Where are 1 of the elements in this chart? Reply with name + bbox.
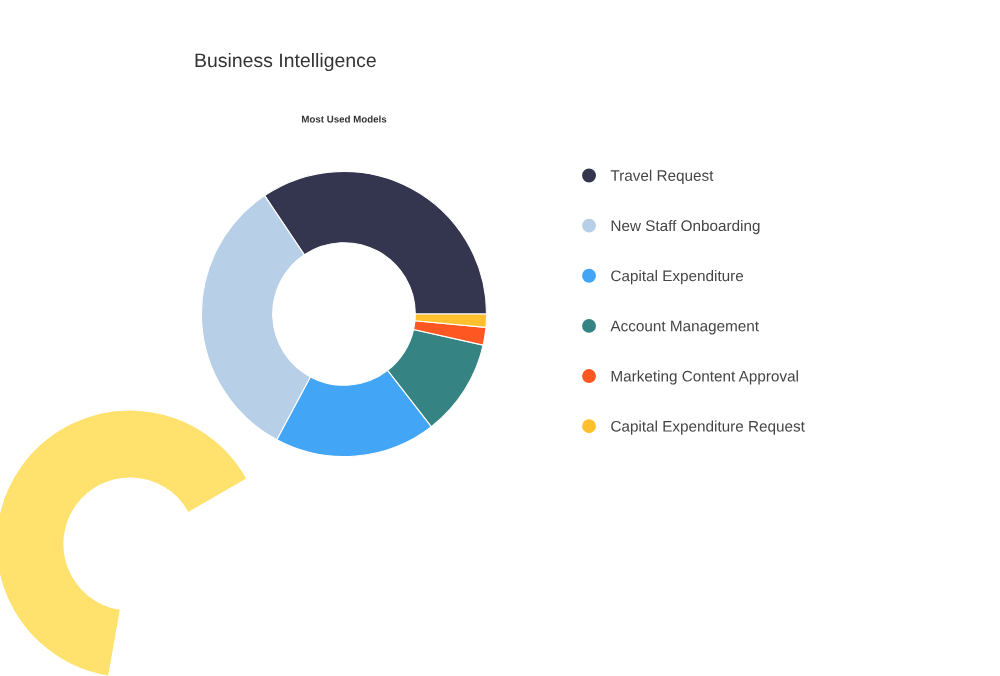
- chart-title: Business Intelligence: [195, 52, 376, 72]
